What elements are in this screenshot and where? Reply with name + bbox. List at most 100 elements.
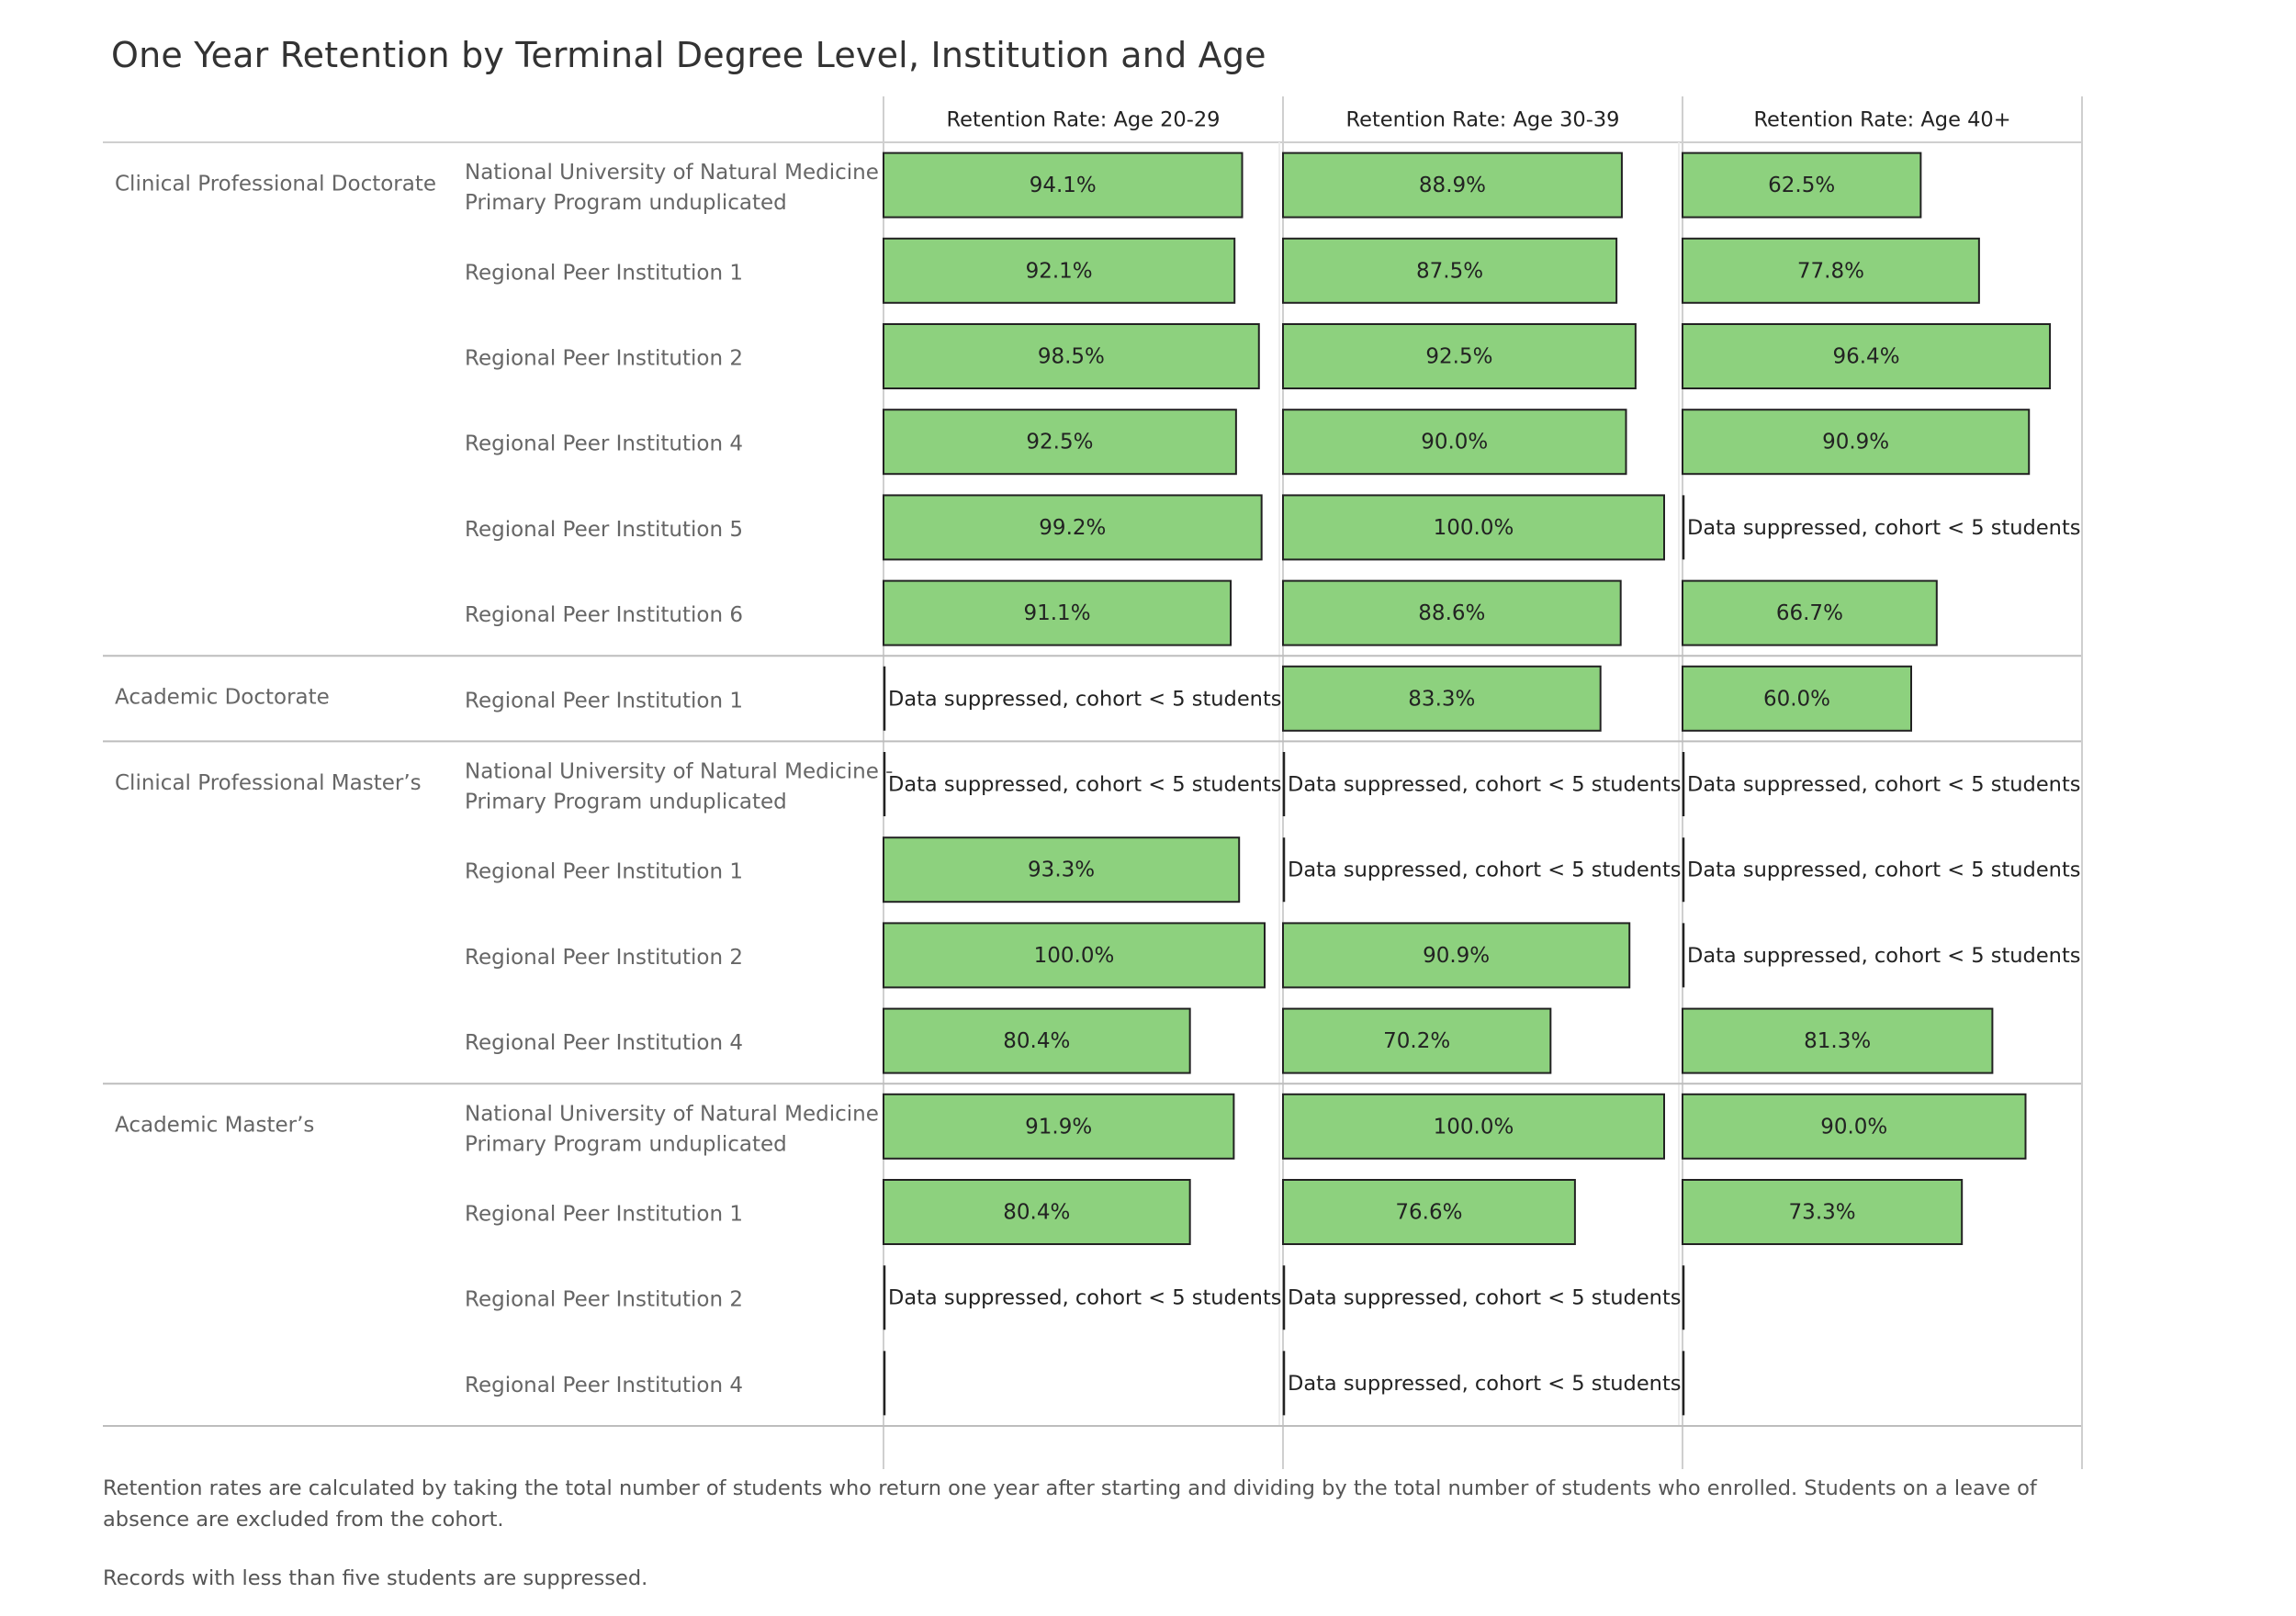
retention-bar xyxy=(1282,237,1618,304)
bar-value-label: 96.4% xyxy=(1832,345,1899,369)
bar-value-label: 77.8% xyxy=(1797,259,1864,283)
institution-label: Primary Program unduplicated xyxy=(465,191,787,215)
institution-label: Regional Peer Institution 6 xyxy=(465,603,743,627)
retention-bar xyxy=(883,409,1237,476)
retention-chart: Retention Rate: Age 20-29 Retention Rate:… xyxy=(103,96,2083,1469)
chart-title: One Year Retention by Terminal Degree Le… xyxy=(111,35,1266,75)
institution-label: Regional Peer Institution 1 xyxy=(465,860,743,884)
retention-bar xyxy=(1282,922,1631,989)
retention-bar xyxy=(1682,665,1912,732)
institution-label: Primary Program unduplicated xyxy=(465,1132,787,1156)
bar-value-label: 88.6% xyxy=(1418,601,1485,625)
bar-value-label: 93.3% xyxy=(1028,858,1095,882)
retention-bar xyxy=(1682,152,1922,219)
retention-bar xyxy=(883,237,1236,304)
retention-bar xyxy=(1282,579,1622,646)
suppressed-label: Data suppressed, cohort < 5 students xyxy=(888,687,1282,711)
bar-value-label: 99.2% xyxy=(1039,516,1106,540)
institution-label: National University of Natural Medicine … xyxy=(465,1102,893,1126)
column-header: Retention Rate: Age 40+ xyxy=(1753,108,2010,132)
bar-value-label: 73.3% xyxy=(1789,1201,1856,1225)
retention-bar xyxy=(1282,1007,1552,1074)
retention-bar xyxy=(1282,665,1602,732)
bar-value-label: 76.6% xyxy=(1395,1201,1462,1225)
bar-value-label: 80.4% xyxy=(1003,1029,1070,1053)
footnote-methodology: Retention rates are calculated by taking… xyxy=(103,1476,2037,1532)
bar-value-label: 70.2% xyxy=(1383,1029,1450,1053)
institution-label: Regional Peer Institution 1 xyxy=(465,689,743,713)
institution-label: Regional Peer Institution 4 xyxy=(465,1031,743,1055)
retention-bar xyxy=(1282,323,1637,389)
suppressed-label: Data suppressed, cohort < 5 students xyxy=(1288,1372,1682,1396)
retention-bar xyxy=(1282,1093,1665,1160)
retention-bar xyxy=(883,494,1263,561)
retention-bar xyxy=(883,323,1260,389)
institution-label: Primary Program unduplicated xyxy=(465,791,787,814)
retention-bar xyxy=(883,1179,1191,1245)
bar-value-label: 81.3% xyxy=(1804,1029,1871,1053)
bar-value-label: 100.0% xyxy=(1434,516,1514,540)
suppressed-label: Data suppressed, cohort < 5 students xyxy=(1687,516,2081,540)
suppressed-label: Data suppressed, cohort < 5 students xyxy=(1687,858,2081,882)
bar-value-label: 100.0% xyxy=(1034,944,1115,968)
suppressed-label: Data suppressed, cohort < 5 students xyxy=(1687,944,2081,968)
retention-bar xyxy=(1682,1093,2027,1160)
retention-bar xyxy=(1282,152,1623,219)
institution-label: Regional Peer Institution 4 xyxy=(465,1374,743,1397)
retention-bar xyxy=(883,1093,1235,1160)
retention-bar xyxy=(883,922,1266,989)
institution-label: Regional Peer Institution 2 xyxy=(465,1288,743,1312)
bar-value-label: 83.3% xyxy=(1408,687,1475,711)
bar-value-label: 92.5% xyxy=(1425,345,1492,369)
bar-value-label: 66.7% xyxy=(1776,601,1843,625)
retention-bar xyxy=(883,579,1232,646)
institution-label: Regional Peer Institution 2 xyxy=(465,347,743,371)
institution-label: Regional Peer Institution 1 xyxy=(465,261,743,285)
bar-value-label: 92.1% xyxy=(1026,259,1093,283)
suppressed-label: Data suppressed, cohort < 5 students xyxy=(1288,858,1682,882)
bar-value-label: 87.5% xyxy=(1416,259,1483,283)
bar-value-label: 91.9% xyxy=(1025,1115,1092,1139)
bar-value-label: 60.0% xyxy=(1763,687,1830,711)
suppressed-label: Data suppressed, cohort < 5 students xyxy=(1288,1286,1682,1310)
suppressed-label: Data suppressed, cohort < 5 students xyxy=(1687,773,2081,797)
retention-bar xyxy=(1682,1007,1994,1074)
retention-bar xyxy=(1682,409,2031,476)
retention-bar xyxy=(1682,1179,1964,1245)
bar-value-label: 91.1% xyxy=(1023,601,1090,625)
retention-bar xyxy=(1682,579,1938,646)
bar-value-label: 92.5% xyxy=(1026,431,1093,454)
group-label: Academic Master’s xyxy=(115,1114,314,1138)
bar-value-label: 62.5% xyxy=(1768,174,1835,197)
retention-bar xyxy=(1682,323,2052,389)
institution-label: Regional Peer Institution 5 xyxy=(465,518,743,542)
retention-bar xyxy=(883,152,1244,219)
bar-value-label: 100.0% xyxy=(1434,1115,1514,1139)
retention-bar xyxy=(883,1007,1191,1074)
bar-value-label: 90.9% xyxy=(1822,431,1889,454)
bar-value-label: 90.0% xyxy=(1820,1115,1887,1139)
column-header: Retention Rate: Age 20-29 xyxy=(946,108,1220,132)
retention-bar xyxy=(883,836,1241,903)
bar-value-label: 90.9% xyxy=(1423,944,1490,968)
retention-bar xyxy=(1282,409,1627,476)
bar-value-label: 88.9% xyxy=(1419,174,1486,197)
group-label: Clinical Professional Doctorate xyxy=(115,173,436,196)
bar-value-label: 80.4% xyxy=(1003,1201,1070,1225)
retention-bar xyxy=(1682,237,1980,304)
suppressed-label: Data suppressed, cohort < 5 students xyxy=(1288,773,1682,797)
retention-bar xyxy=(1282,494,1665,561)
group-label: Academic Doctorate xyxy=(115,686,330,710)
footnote-suppression: Records with less than five students are… xyxy=(103,1566,648,1590)
bar-value-label: 90.0% xyxy=(1421,431,1488,454)
institution-label: National University of Natural Medicine … xyxy=(465,760,893,784)
retention-bar xyxy=(1282,1179,1576,1245)
suppressed-label: Data suppressed, cohort < 5 students xyxy=(888,773,1282,797)
institution-label: National University of Natural Medicine … xyxy=(465,161,893,185)
group-label: Clinical Professional Master’s xyxy=(115,771,422,795)
bar-value-label: 94.1% xyxy=(1030,174,1097,197)
institution-label: Regional Peer Institution 4 xyxy=(465,432,743,456)
institution-label: Regional Peer Institution 1 xyxy=(465,1203,743,1227)
column-header: Retention Rate: Age 30-39 xyxy=(1345,108,1619,132)
bar-value-label: 98.5% xyxy=(1038,345,1105,369)
